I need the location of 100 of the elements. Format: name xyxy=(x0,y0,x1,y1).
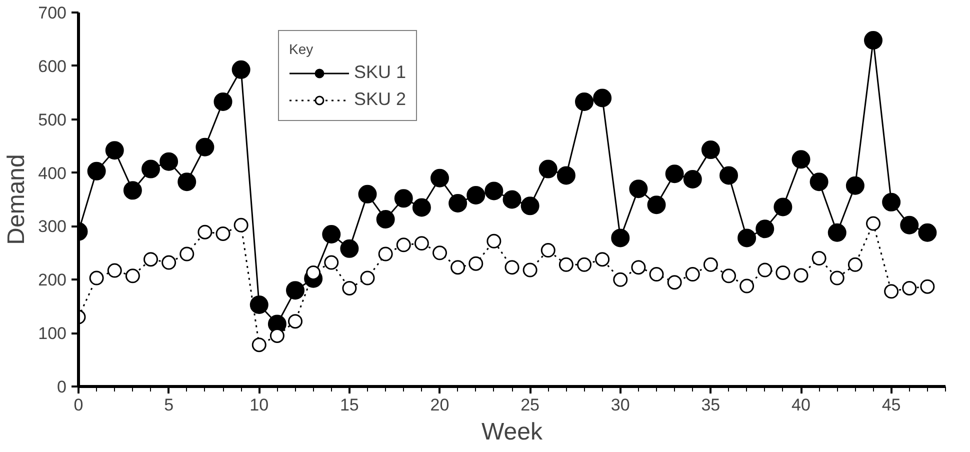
point xyxy=(918,223,937,242)
point xyxy=(685,267,700,282)
y-tick-label: 0 xyxy=(57,378,67,396)
point xyxy=(538,160,558,178)
point xyxy=(252,338,266,352)
point xyxy=(828,223,846,242)
point xyxy=(270,328,284,343)
point xyxy=(701,140,720,160)
point xyxy=(703,257,718,272)
point xyxy=(900,216,919,234)
point xyxy=(595,252,610,267)
y-tick-label: 500 xyxy=(38,110,67,130)
point xyxy=(144,252,158,267)
point xyxy=(846,176,864,195)
x-tick-label: 20 xyxy=(430,396,450,414)
point xyxy=(575,92,594,111)
y-tick-label: 100 xyxy=(38,324,67,344)
point xyxy=(740,278,754,294)
y-tick-label: 200 xyxy=(38,270,67,290)
point xyxy=(196,138,214,156)
point xyxy=(466,186,486,204)
point xyxy=(162,255,176,270)
point xyxy=(324,255,339,270)
point xyxy=(394,189,413,208)
x-tick-label: 40 xyxy=(792,396,810,414)
point xyxy=(123,181,142,200)
point xyxy=(105,141,124,160)
y-tick-label: 300 xyxy=(38,217,67,236)
point xyxy=(178,172,196,192)
point xyxy=(776,265,790,280)
point xyxy=(902,280,917,296)
point xyxy=(450,260,466,275)
point xyxy=(558,257,574,272)
point xyxy=(577,257,592,272)
point xyxy=(792,150,810,169)
point xyxy=(358,184,377,204)
point xyxy=(593,88,612,108)
point xyxy=(448,194,468,212)
point xyxy=(520,196,540,216)
point xyxy=(340,239,359,258)
point xyxy=(504,260,520,275)
point xyxy=(540,243,556,258)
x-tick-label: 45 xyxy=(882,396,901,414)
x-tick-label: 15 xyxy=(340,396,359,414)
point xyxy=(722,268,736,284)
point xyxy=(631,260,646,275)
point xyxy=(432,246,447,260)
point xyxy=(198,224,212,240)
point xyxy=(720,166,738,185)
point xyxy=(378,246,393,262)
point xyxy=(286,281,304,300)
point xyxy=(920,279,935,294)
point xyxy=(884,284,899,299)
point xyxy=(250,296,268,314)
point xyxy=(866,216,880,231)
point xyxy=(667,275,682,290)
point xyxy=(810,172,828,192)
point xyxy=(484,182,504,200)
point xyxy=(412,198,431,217)
point xyxy=(649,267,664,282)
point xyxy=(468,256,484,271)
point xyxy=(107,263,122,278)
x-tick-label: 25 xyxy=(520,396,540,414)
point xyxy=(738,228,756,248)
x-tick-label: 0 xyxy=(74,396,84,414)
point xyxy=(864,31,882,50)
point xyxy=(396,238,411,252)
point xyxy=(756,220,774,238)
point xyxy=(214,92,232,111)
x-axis-title: Week xyxy=(482,418,544,446)
point xyxy=(848,257,862,272)
y-tick-label: 700 xyxy=(38,4,67,22)
point xyxy=(360,270,375,286)
legend-label: SKU 1 xyxy=(354,62,406,83)
point xyxy=(160,152,178,171)
point xyxy=(306,265,321,280)
point xyxy=(502,190,522,209)
point xyxy=(683,170,702,188)
x-tick-label: 35 xyxy=(701,396,720,414)
point xyxy=(611,228,630,248)
point xyxy=(665,164,684,184)
point xyxy=(342,280,357,296)
legend-label: SKU 2 xyxy=(354,89,406,110)
point xyxy=(486,234,502,248)
point xyxy=(234,218,248,232)
point xyxy=(180,246,194,262)
y-tick-label: 400 xyxy=(38,164,67,183)
point xyxy=(758,262,772,278)
point xyxy=(288,314,302,329)
point xyxy=(142,160,160,178)
point xyxy=(774,198,792,216)
x-tick-label: 30 xyxy=(610,396,630,414)
point xyxy=(629,180,648,198)
point xyxy=(87,162,106,180)
point xyxy=(125,268,140,284)
point xyxy=(794,268,808,283)
point xyxy=(522,262,538,278)
point xyxy=(414,236,429,251)
y-axis-title: Demand xyxy=(3,154,30,245)
point xyxy=(882,192,901,212)
